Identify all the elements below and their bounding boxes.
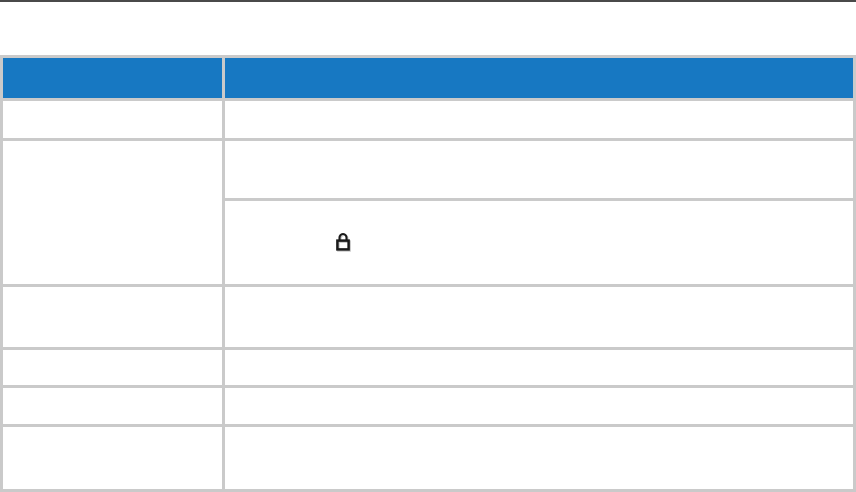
row2-right-split	[225, 141, 853, 284]
row3-left-cell	[3, 287, 222, 347]
row4-left-cell	[3, 350, 222, 385]
spec-table	[0, 55, 856, 492]
row2-left-cell	[3, 141, 222, 284]
row2-right-top-cell	[225, 141, 853, 198]
row4-right-cell	[225, 350, 853, 385]
row1-left-cell	[3, 101, 222, 138]
page-top-rule	[0, 0, 856, 2]
table-header-row	[3, 58, 853, 98]
row3-right-cell	[225, 287, 853, 347]
row6-left-cell	[3, 427, 222, 489]
table-row	[3, 427, 853, 489]
row6-right-cell	[225, 427, 853, 489]
table-row	[3, 141, 853, 284]
table-row	[3, 101, 853, 138]
header-cell-right	[225, 58, 853, 98]
header-cell-left	[3, 58, 222, 98]
table-row	[3, 350, 853, 385]
table-row	[3, 287, 853, 347]
table-row	[3, 388, 853, 424]
lock-icon	[335, 232, 351, 252]
row5-left-cell	[3, 388, 222, 424]
row5-right-cell	[225, 388, 853, 424]
row1-right-cell	[225, 101, 853, 138]
row2-right-bottom-cell	[225, 201, 853, 284]
